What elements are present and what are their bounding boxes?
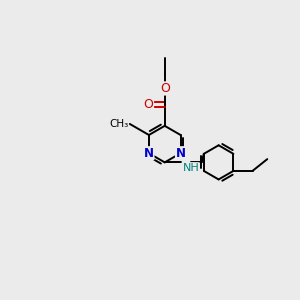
Text: CH₃: CH₃ <box>109 119 128 129</box>
Text: O: O <box>144 98 154 111</box>
Text: NH: NH <box>182 163 199 173</box>
Text: O: O <box>160 82 170 95</box>
Text: N: N <box>144 147 154 160</box>
Text: N: N <box>176 147 185 160</box>
